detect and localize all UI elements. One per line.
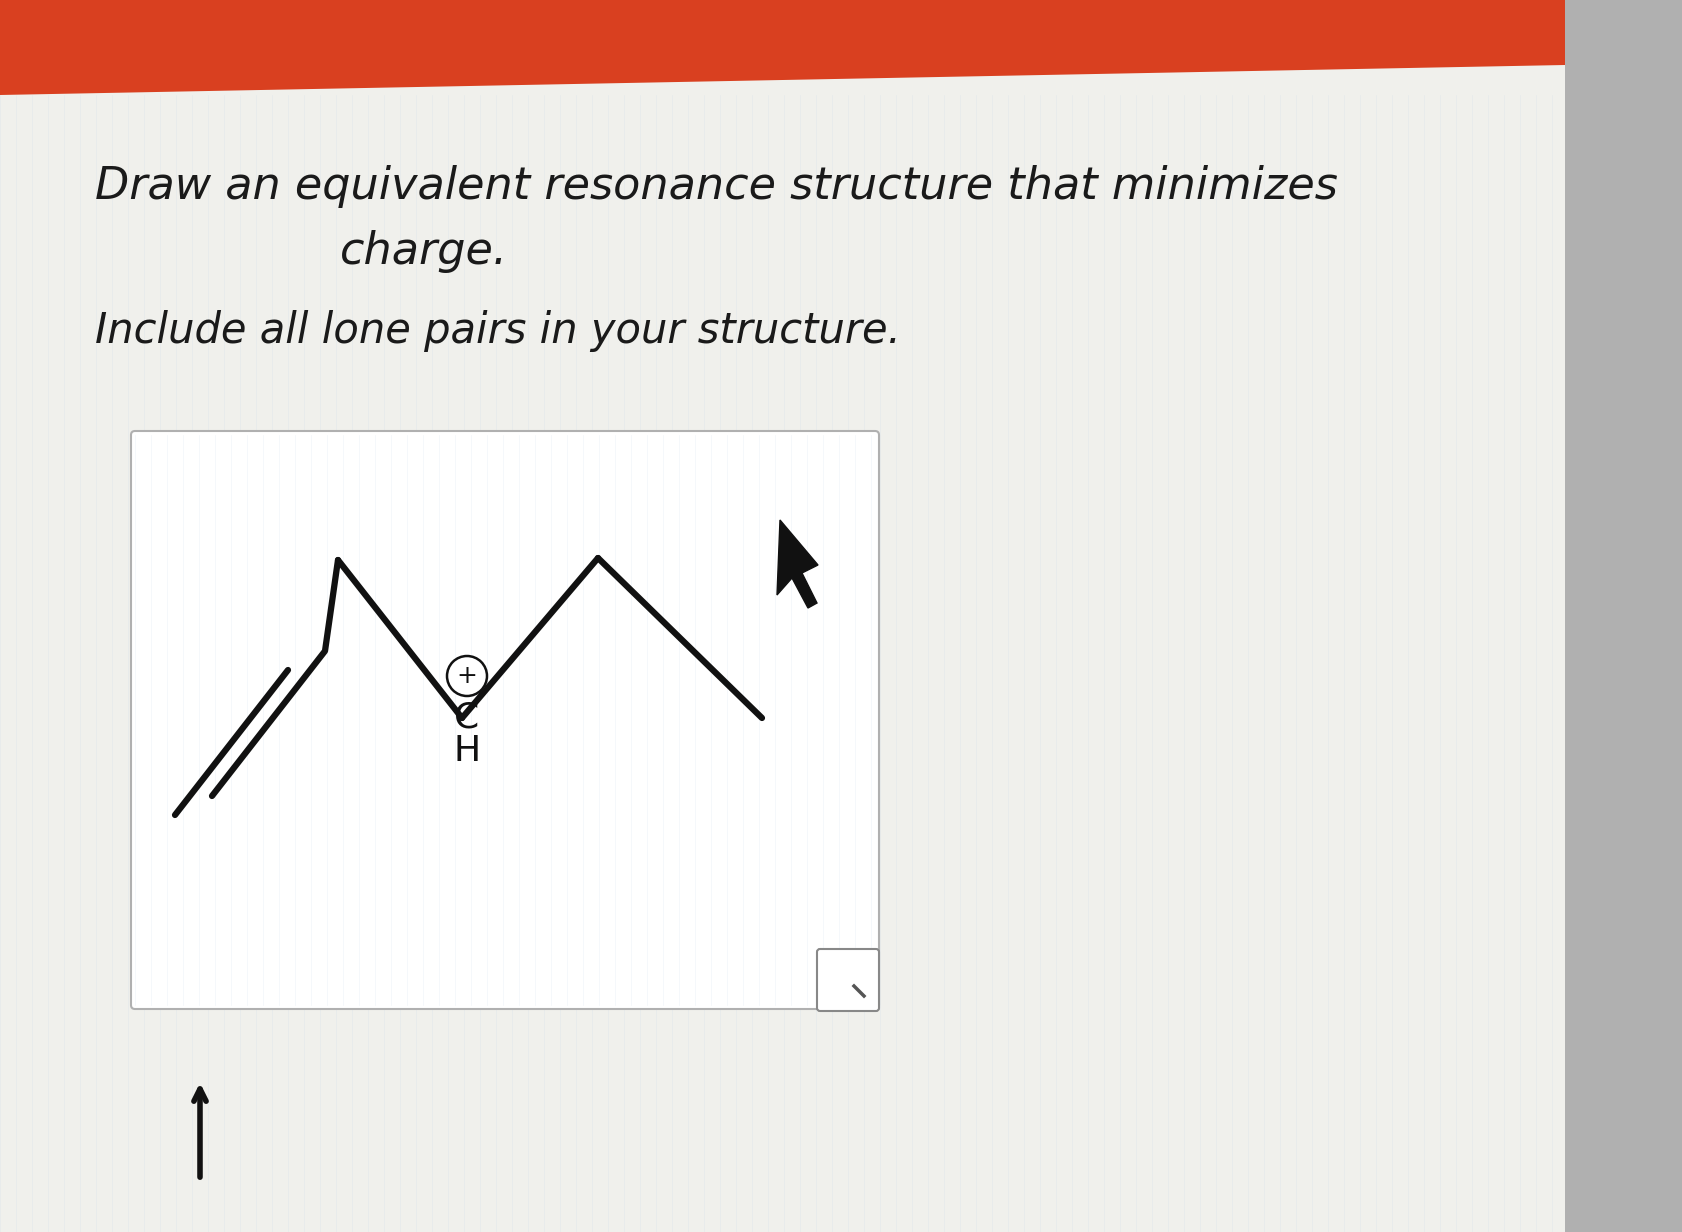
FancyBboxPatch shape bbox=[816, 949, 878, 1011]
Bar bbox=[1564, 0, 1682, 1232]
Polygon shape bbox=[777, 520, 817, 609]
Text: Include all lone pairs in your structure.: Include all lone pairs in your structure… bbox=[94, 310, 900, 352]
Circle shape bbox=[447, 655, 486, 696]
Text: Draw an equivalent resonance structure that minimizes: Draw an equivalent resonance structure t… bbox=[94, 165, 1337, 208]
Text: H: H bbox=[452, 734, 481, 768]
Text: C: C bbox=[454, 700, 479, 734]
Polygon shape bbox=[0, 65, 1564, 1232]
FancyBboxPatch shape bbox=[131, 431, 878, 1009]
Text: +: + bbox=[456, 664, 478, 687]
Text: charge.: charge. bbox=[340, 230, 508, 274]
Polygon shape bbox=[0, 0, 1682, 221]
